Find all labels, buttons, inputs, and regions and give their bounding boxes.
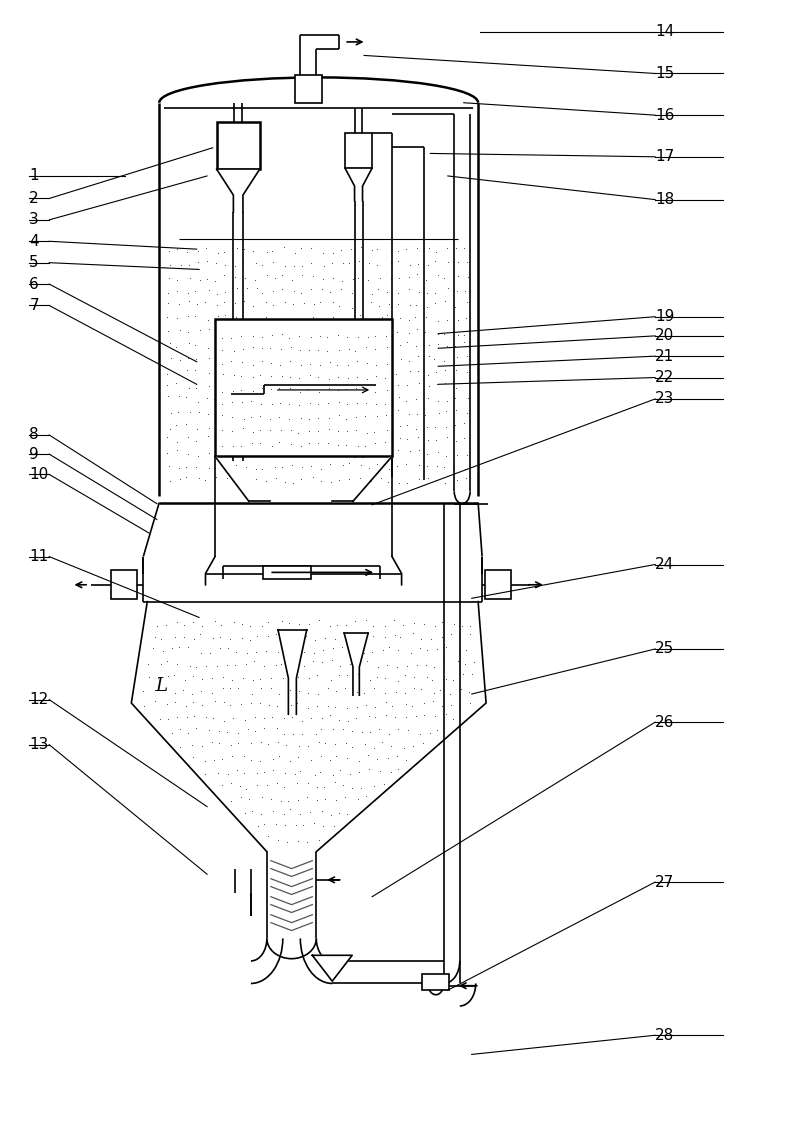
Text: 16: 16 bbox=[655, 107, 674, 123]
Bar bbox=[215, 320, 392, 456]
Bar bbox=[422, 974, 450, 990]
Text: 3: 3 bbox=[30, 212, 39, 227]
Text: 12: 12 bbox=[30, 692, 49, 707]
Text: 2: 2 bbox=[30, 191, 39, 205]
Bar bbox=[486, 570, 511, 599]
Text: 22: 22 bbox=[655, 370, 674, 385]
Text: 1: 1 bbox=[30, 168, 39, 183]
Text: 11: 11 bbox=[30, 549, 49, 564]
Bar bbox=[294, 75, 322, 103]
Text: 10: 10 bbox=[30, 467, 49, 482]
Text: 17: 17 bbox=[655, 149, 674, 165]
Text: 15: 15 bbox=[655, 65, 674, 81]
Text: 28: 28 bbox=[655, 1027, 674, 1043]
Polygon shape bbox=[345, 168, 372, 186]
Bar bbox=[111, 570, 137, 599]
Text: 6: 6 bbox=[30, 277, 39, 291]
Text: 7: 7 bbox=[30, 298, 39, 313]
Polygon shape bbox=[312, 955, 352, 981]
Bar bbox=[217, 122, 260, 169]
Text: 4: 4 bbox=[30, 234, 39, 248]
Text: 5: 5 bbox=[30, 255, 39, 270]
Text: 27: 27 bbox=[655, 875, 674, 890]
Bar bbox=[345, 133, 372, 168]
Polygon shape bbox=[332, 456, 392, 501]
Bar bbox=[263, 566, 310, 579]
Polygon shape bbox=[278, 630, 306, 679]
Text: 19: 19 bbox=[655, 309, 674, 324]
Text: 9: 9 bbox=[30, 447, 39, 462]
Text: 14: 14 bbox=[655, 25, 674, 40]
Text: L: L bbox=[155, 677, 167, 695]
Polygon shape bbox=[344, 633, 368, 667]
Text: 25: 25 bbox=[655, 641, 674, 656]
Polygon shape bbox=[215, 456, 270, 501]
Polygon shape bbox=[217, 169, 260, 195]
Text: 20: 20 bbox=[655, 329, 674, 343]
Text: 18: 18 bbox=[655, 192, 674, 207]
Text: 26: 26 bbox=[655, 715, 674, 729]
Text: 23: 23 bbox=[655, 392, 674, 406]
Text: 13: 13 bbox=[30, 737, 49, 752]
Text: 21: 21 bbox=[655, 349, 674, 364]
Text: 8: 8 bbox=[30, 428, 39, 443]
Text: 24: 24 bbox=[655, 557, 674, 572]
